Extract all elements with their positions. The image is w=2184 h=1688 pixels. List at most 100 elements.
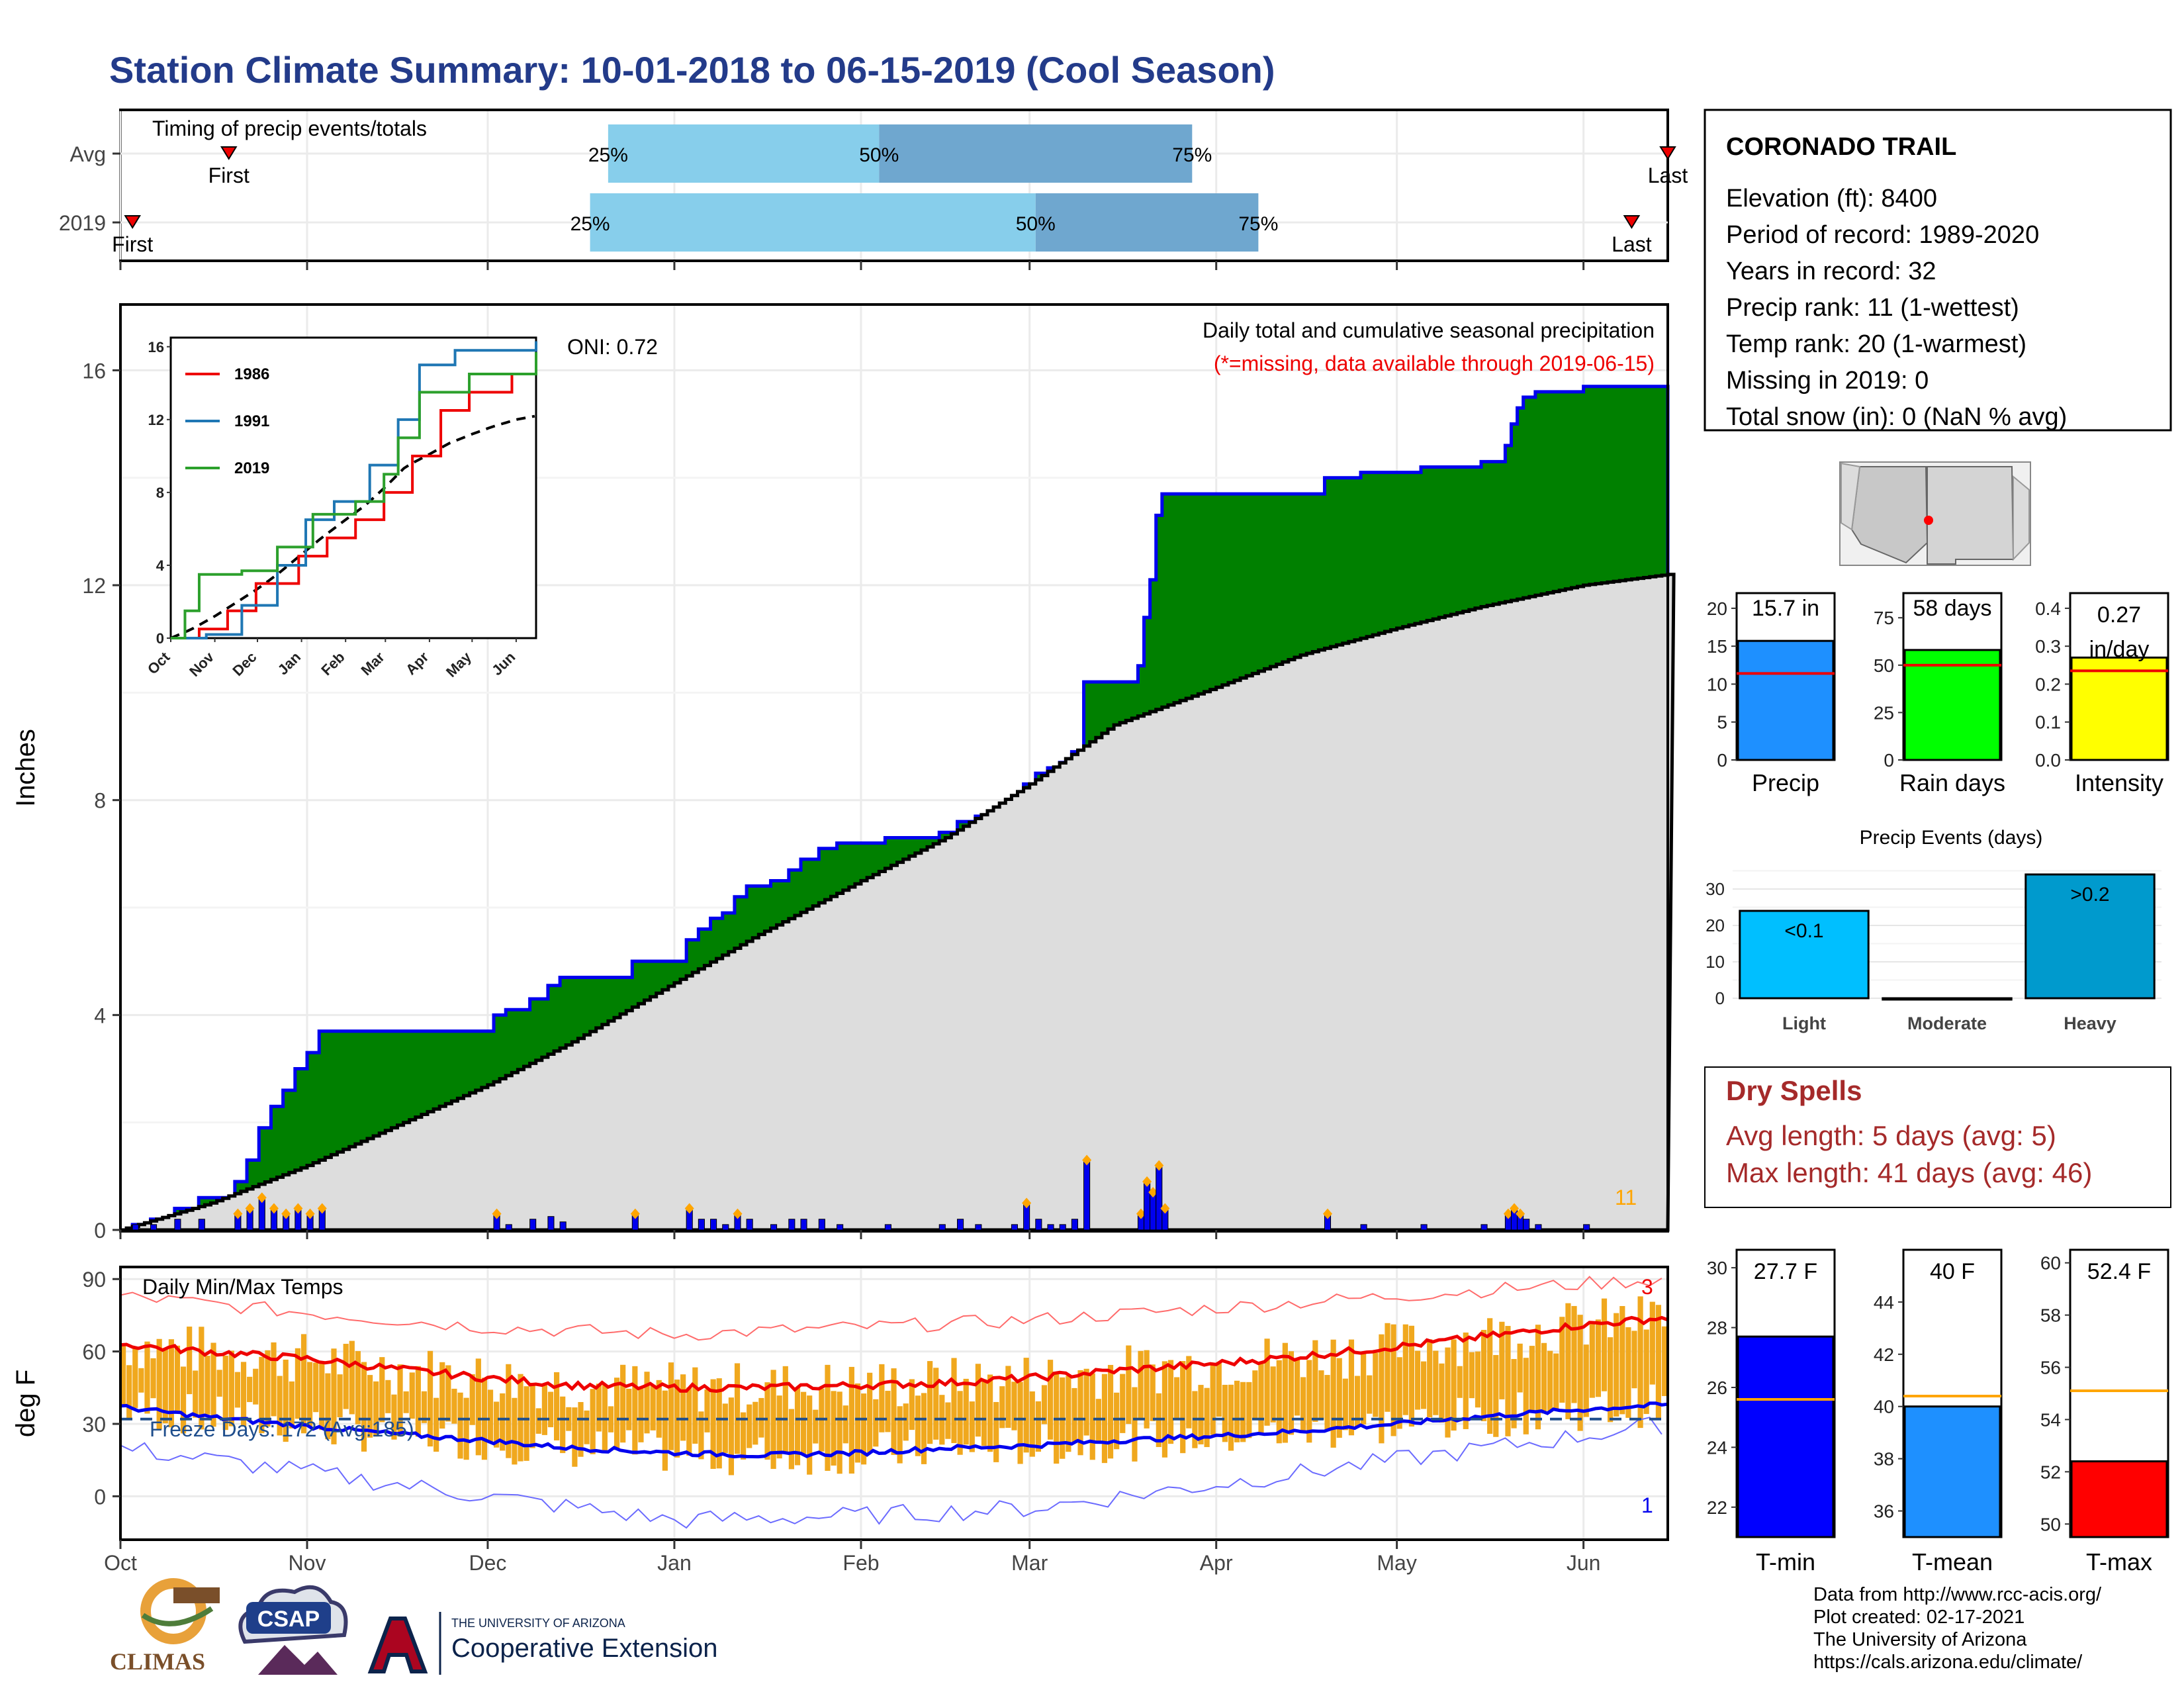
daily-temp-bar [1367,1375,1373,1414]
record-low-line [120,1417,1662,1529]
footer-data-source: Data from http://www.rcc-acis.org/ [1813,1584,2102,1605]
station-snow: Total snow (in): 0 (NaN % avg) [1726,403,2067,431]
summary-bar-tick-label: 10 [1707,674,1727,694]
inset-y-tick-label: 16 [148,339,164,355]
daily-temp-bar [1252,1370,1258,1421]
daily-temp-bar [1276,1360,1282,1444]
daily-temp-bar [1625,1327,1631,1418]
daily-temp-bar [1433,1350,1439,1415]
timing-marker-label: First [208,164,250,187]
daily-temp-bar [1583,1344,1589,1417]
daily-temp-bar [313,1362,319,1413]
daily-temp-bar [421,1391,428,1423]
daily-temp-bar [1661,1326,1668,1396]
locator-map [1839,461,2031,566]
ua-logo: THE UNIVERSITY OF ARIZONA Cooperative Ex… [367,1612,717,1675]
summary-bar-name: Precip [1752,769,1819,796]
daily-precip-bar [529,1219,537,1231]
daily-temp-bar [933,1368,939,1440]
daily-temp-bar [1553,1353,1559,1409]
precip-panel-frame [119,303,1669,1233]
station-name: CORONADO TRAIL [1726,133,1956,161]
month-tick-label: Jan [657,1551,692,1575]
daily-temp-bar [1373,1352,1379,1417]
precip-rank-count: 11 [1615,1186,1637,1209]
daily-precip-bar [1480,1224,1488,1231]
daily-temp-bar [752,1401,758,1445]
footer-url: https://cals.arizona.edu/climate/ [1813,1652,2083,1673]
inset-legend-label: 1991 [234,412,269,430]
daily-temp-bar [168,1339,174,1428]
daily-temp-bar [349,1340,355,1415]
daily-temp-bar [379,1357,385,1423]
heavy-day-marker [269,1203,279,1214]
daily-temp-bar [764,1382,770,1460]
daily-temp-bar [132,1348,138,1409]
climas-logo: CLIMAS [110,1578,220,1675]
daily-temp-bar [1047,1360,1054,1440]
timing-p25-label: 25% [570,213,610,235]
daily-precip-bar [837,1224,844,1231]
inset-average-line [170,414,535,639]
daily-temp-bar [403,1391,409,1413]
daily-precip-bar [746,1219,753,1231]
daily-temp-bar [620,1364,626,1443]
daily-temp-bar [205,1356,210,1415]
daily-temp-bar [1396,1357,1402,1429]
dry-spells-max: Max length: 41 days (avg: 46) [1726,1157,2092,1188]
daily-temp-bar [1258,1362,1264,1433]
daily-temp-bar [1035,1401,1041,1452]
daily-temp-bar [1601,1298,1608,1391]
summary-bar-tick-label: 0.0 [2035,750,2061,771]
daily-temp-bar [891,1368,897,1455]
heavy-day-marker [684,1203,694,1214]
daily-temp-bar [957,1391,963,1455]
daily-precip-bar [174,1219,181,1231]
daily-temp-bar [1107,1364,1114,1459]
avg-tmax-line [120,1315,1668,1393]
daily-precip-bar [770,1224,778,1231]
inset-series-line [171,352,537,639]
daily-temp-bar [1270,1366,1276,1423]
timing-row-label: Avg [69,142,106,166]
daily-temp-bar [993,1401,999,1462]
daily-temp-bar [1577,1315,1583,1431]
daily-temp-bar [1282,1342,1288,1443]
daily-temp-bar [1023,1358,1029,1453]
daily-temp-bar [120,1344,126,1405]
heavy-day-marker [233,1208,243,1219]
temp-summary-fill [2070,1460,2168,1538]
daily-temp-bar [1361,1353,1367,1425]
temp-panel-title: Daily Min/Max Temps [142,1275,343,1299]
daily-temp-bar [915,1395,921,1456]
daily-precip-bar [1420,1224,1428,1231]
daily-temp-bar [1210,1364,1216,1435]
daily-temp-bar [1161,1361,1168,1458]
precip-y-tick-label: 8 [94,789,106,813]
daily-temp-bar [969,1401,975,1452]
daily-temp-bar [608,1406,614,1432]
daily-temp-bar [529,1382,535,1448]
daily-temp-bar [150,1358,156,1399]
inset-y-tick-label: 0 [156,630,164,647]
station-location-dot [1924,516,1933,525]
daily-precip-bar [1360,1224,1367,1231]
temp-summary-tick-label: 50 [2040,1514,2061,1534]
daily-temp-bar [1288,1351,1295,1435]
daily-temp-bar [782,1366,788,1452]
daily-temp-bar [541,1385,547,1435]
inset-y-tick-label: 12 [148,412,164,428]
daily-temp-bar [963,1378,969,1445]
daily-temp-bar [506,1364,512,1458]
daily-temp-bar [1529,1346,1535,1411]
timing-bar-25-50 [608,124,880,183]
daily-temp-bar [451,1388,457,1424]
daily-precip-bar [818,1219,825,1231]
daily-temp-bar [216,1370,222,1397]
daily-temp-bar [927,1361,933,1444]
daily-temp-bar [1264,1338,1270,1426]
daily-temp-bar [831,1391,837,1466]
daily-temp-bar [848,1366,854,1474]
station-years: Years in record: 32 [1726,258,1936,285]
summary-bar-tick-label: 15 [1707,636,1727,657]
